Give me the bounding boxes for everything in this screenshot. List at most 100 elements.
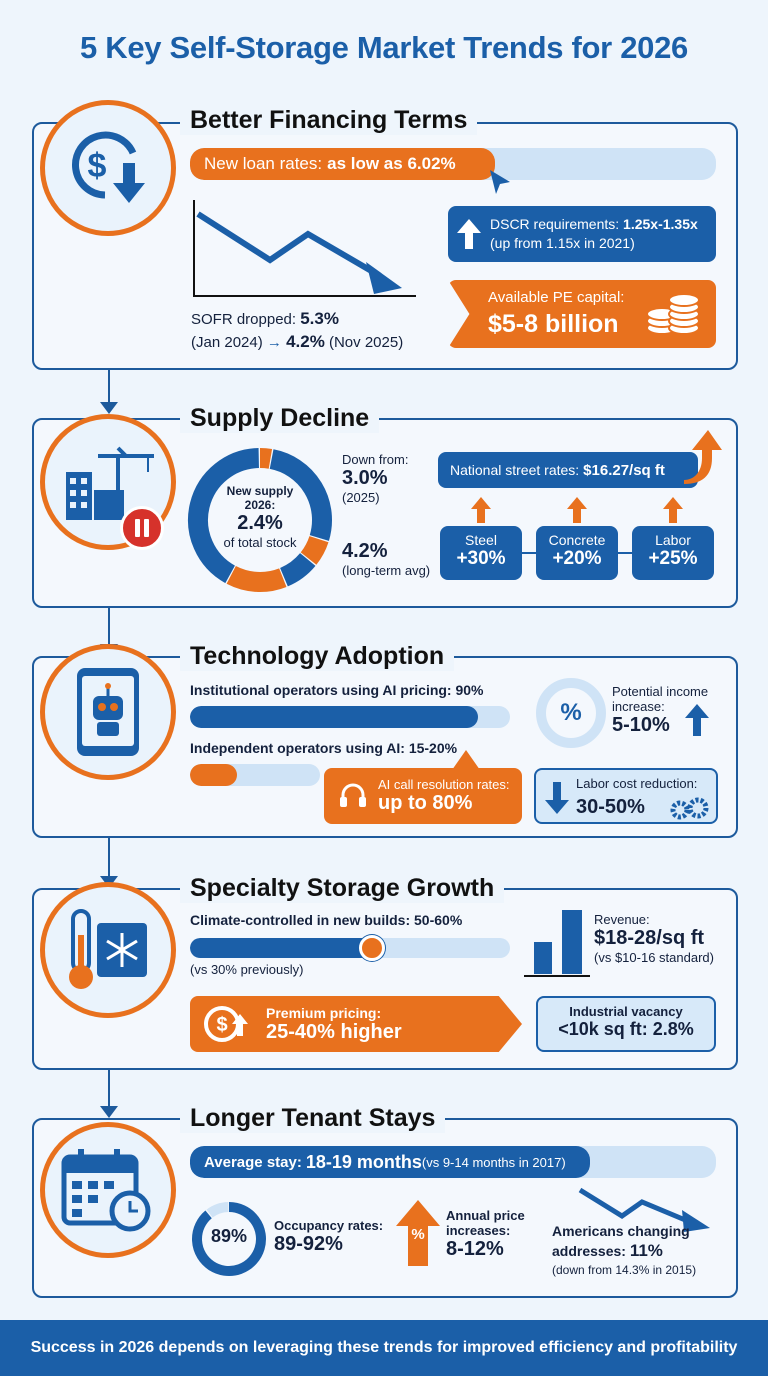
cost-value: +25% [648, 548, 698, 569]
svg-text:$: $ [88, 147, 107, 185]
street-rates-value: $16.27/sq ft [583, 461, 665, 479]
price-label-1: Annual price [446, 1208, 525, 1223]
premium-pricing-box: $ Premium pricing: 25-40% higher [190, 996, 522, 1052]
supply-comparison: Down from: 3.0% (2025) [342, 452, 408, 505]
callout-pointer [452, 750, 480, 770]
icon-circle [40, 1122, 176, 1258]
cost-value: +20% [552, 548, 602, 569]
price-label-2: increases: [446, 1223, 511, 1238]
loan-rate-bar: New loan rates: as low as 6.02% [190, 148, 496, 180]
coins-icon [646, 293, 700, 335]
ai-call-value: up to 80% [378, 792, 473, 814]
ind-ai-track [190, 764, 320, 786]
cost-label: Concrete [548, 532, 606, 548]
revenue-note: (vs $10-16 standard) [594, 950, 714, 965]
declining-trend-icon [578, 1187, 710, 1232]
stay-value: 18-19 months [305, 1151, 422, 1172]
dscr-value: 1.25x-1.35x [623, 216, 698, 232]
cursor-icon [490, 170, 510, 194]
street-rates-box: National street rates: $16.27/sq ft [438, 452, 698, 488]
climate-track [190, 938, 510, 958]
climate-bar [190, 938, 373, 958]
ai-call-label: AI call resolution rates: [378, 777, 510, 792]
occupancy-label: Occupancy rates: [274, 1218, 384, 1233]
average-stay-track: Average stay: 18-19 months (vs 9-14 mont… [190, 1146, 716, 1178]
stay-label: Average stay: [204, 1153, 302, 1171]
premium-label: Premium pricing: [266, 1004, 382, 1021]
avg-supply-value: 4.2% [342, 540, 388, 562]
cost-label: Steel [465, 532, 497, 548]
cost-value: +30% [456, 548, 506, 569]
climate-marker [359, 935, 386, 961]
svg-text:$: $ [216, 1014, 227, 1036]
up-arrow-icon [685, 704, 709, 736]
revenue-value: $18-28/sq ft [594, 927, 705, 949]
section-title: Better Financing Terms [180, 106, 478, 135]
page-title: 5 Key Self-Storage Market Trends for 202… [80, 30, 688, 65]
sofr-from-date: (Jan 2024) [191, 334, 263, 351]
pe-value: $5-8 billion [488, 310, 619, 338]
arrow-right-icon: → [266, 334, 282, 351]
labor-reduction-value: 30-50% [576, 796, 645, 818]
sofr-to-date: (Nov 2025) [328, 334, 404, 351]
donut-segment [188, 448, 260, 584]
pause-badge [120, 506, 164, 550]
donut-segment [300, 535, 329, 565]
pe-label: Available PE capital: [488, 289, 625, 306]
cost-box-steel: Steel +30% [440, 526, 522, 580]
premium-value: 25-40% higher [266, 1020, 402, 1043]
donut-center-text: New supply 2026: 2.4% of total stock [200, 484, 320, 550]
cost-label: Labor [655, 532, 691, 548]
pe-capital-box: Available PE capital: $5-8 billion [448, 280, 716, 348]
occupancy-value: 89-92% [274, 1233, 343, 1255]
avg-supply-note: (long-term avg) [342, 563, 431, 578]
donut-segment-new [259, 448, 273, 469]
labor-reduction-label: Labor cost reduction: [576, 776, 698, 791]
sofr-text: SOFR dropped: 5.3% (Jan 2024) → 4.2% (No… [191, 308, 403, 354]
loan-rate-track: New loan rates: as low as 6.02% [190, 148, 716, 180]
percent-icon: % [560, 699, 582, 726]
section-title: Technology Adoption [180, 642, 455, 671]
average-stay-bar: Average stay: 18-19 months (vs 9-14 mont… [190, 1146, 590, 1178]
icon-circle [40, 644, 176, 780]
occupancy-remainder-arc [206, 1202, 229, 1218]
donut-segment [279, 552, 316, 587]
footer-banner: Success in 2026 depends on leveraging th… [0, 1320, 768, 1376]
loan-rate-value: as low as 6.02% [327, 154, 456, 173]
moving-label-2: addresses: [552, 1243, 630, 1259]
donut-value: 2.4% [237, 512, 283, 534]
price-increase-text: Annual price increases: 8-12% [446, 1208, 525, 1261]
up-arrow-icon [567, 497, 587, 523]
prev-supply-note: (2025) [342, 490, 380, 505]
moving-note: (down from 14.3% in 2015) [552, 1263, 697, 1277]
sofr-to: 4.2% [286, 332, 325, 351]
percent-icon: % [411, 1226, 425, 1243]
dollar-up-icon: $ [204, 1006, 248, 1042]
down-from-label: Down from: [342, 452, 409, 467]
inst-ai-track [190, 706, 510, 728]
revenue-label: Revenue: [594, 912, 650, 927]
income-text: Potential income increase: 5-10% [612, 684, 722, 737]
section-title: Specialty Storage Growth [180, 874, 505, 903]
moving-label: Americans changing [552, 1223, 690, 1239]
ind-ai-label: Independent operators using AI: 15-20% [190, 740, 458, 756]
rising-arrow-icon [684, 430, 722, 484]
up-arrow-icon [663, 497, 683, 523]
labor-reduction-box: Labor cost reduction: 30-50% [534, 768, 718, 824]
smartphone-robot-icon [77, 668, 139, 756]
up-arrow-icon [457, 219, 481, 249]
donut-label: New supply [226, 484, 294, 498]
inst-ai-bar [190, 706, 478, 728]
donut-label-year: 2026: [244, 498, 276, 512]
up-arrow-icon [396, 1200, 440, 1266]
sofr-label: SOFR dropped: [191, 311, 301, 328]
cost-box-labor: Labor +25% [632, 526, 714, 580]
ind-ai-bar [190, 764, 237, 786]
revenue-bar-icon [524, 910, 590, 977]
up-arrow-icon [471, 497, 491, 523]
price-increase-arrow: % [394, 1198, 442, 1268]
timeline-arrow [100, 1106, 118, 1118]
occupancy-arc [192, 1202, 266, 1276]
headset-icon [340, 783, 366, 807]
thermometer-snowflake-icon [69, 909, 147, 989]
